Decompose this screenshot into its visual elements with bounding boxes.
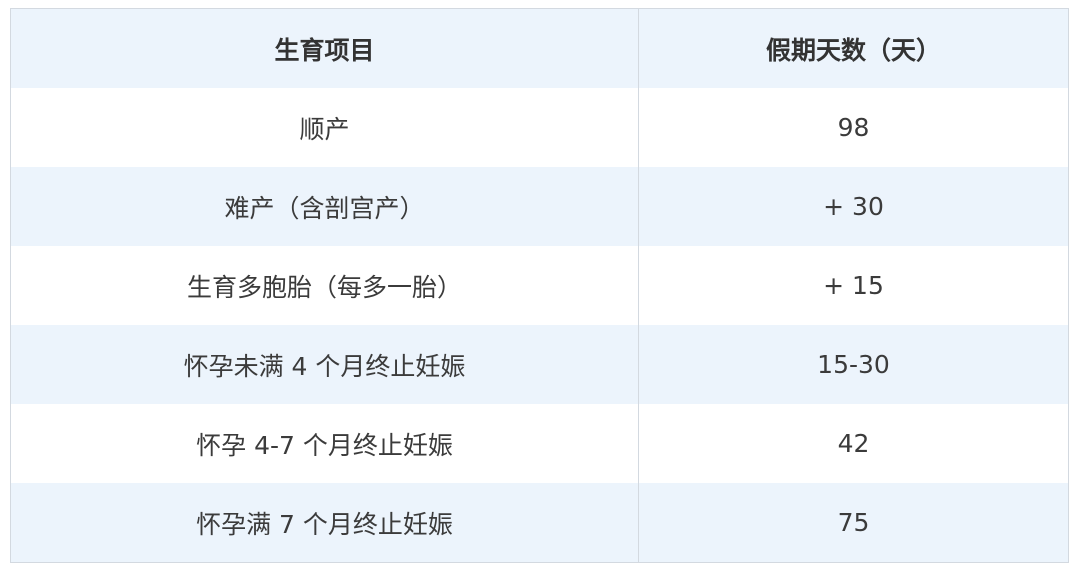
table-row: 怀孕未满 4 个月终止妊娠 15-30 xyxy=(10,325,1069,404)
table-row: 难产（含剖宫产） + 30 xyxy=(10,167,1069,246)
maternity-leave-table: 生育项目 假期天数（天） 顺产 98 难产（含剖宫产） + 30 生育多胞胎（每多一胎）… xyxy=(10,8,1069,563)
cell-item: 怀孕未满 4 个月终止妊娠 xyxy=(10,325,639,404)
cell-days: 75 xyxy=(837,508,870,537)
table-row: 怀孕 4-7 个月终止妊娠 42 xyxy=(10,404,1069,483)
cell-item: 难产（含剖宫产） xyxy=(10,167,639,246)
table-row: 怀孕满 7 个月终止妊娠 75 xyxy=(10,483,1069,563)
cell-days: 15-30 xyxy=(817,350,890,379)
cell-item: 怀孕满 7 个月终止妊娠 xyxy=(10,483,639,563)
table-header-row: 生育项目 假期天数（天） xyxy=(10,8,1069,88)
cell-item: 顺产 xyxy=(10,88,639,167)
cell-days: 42 xyxy=(837,429,870,458)
cell-days: + 30 xyxy=(823,192,884,221)
table-row: 生育多胞胎（每多一胎） + 15 xyxy=(10,246,1069,325)
table-row: 顺产 98 xyxy=(10,88,1069,167)
header-item: 生育项目 xyxy=(10,8,639,88)
cell-days: 98 xyxy=(837,113,870,142)
header-days: 假期天数（天） xyxy=(765,35,941,65)
cell-item: 怀孕 4-7 个月终止妊娠 xyxy=(10,404,639,483)
cell-item: 生育多胞胎（每多一胎） xyxy=(10,246,639,325)
cell-days: + 15 xyxy=(823,271,884,300)
